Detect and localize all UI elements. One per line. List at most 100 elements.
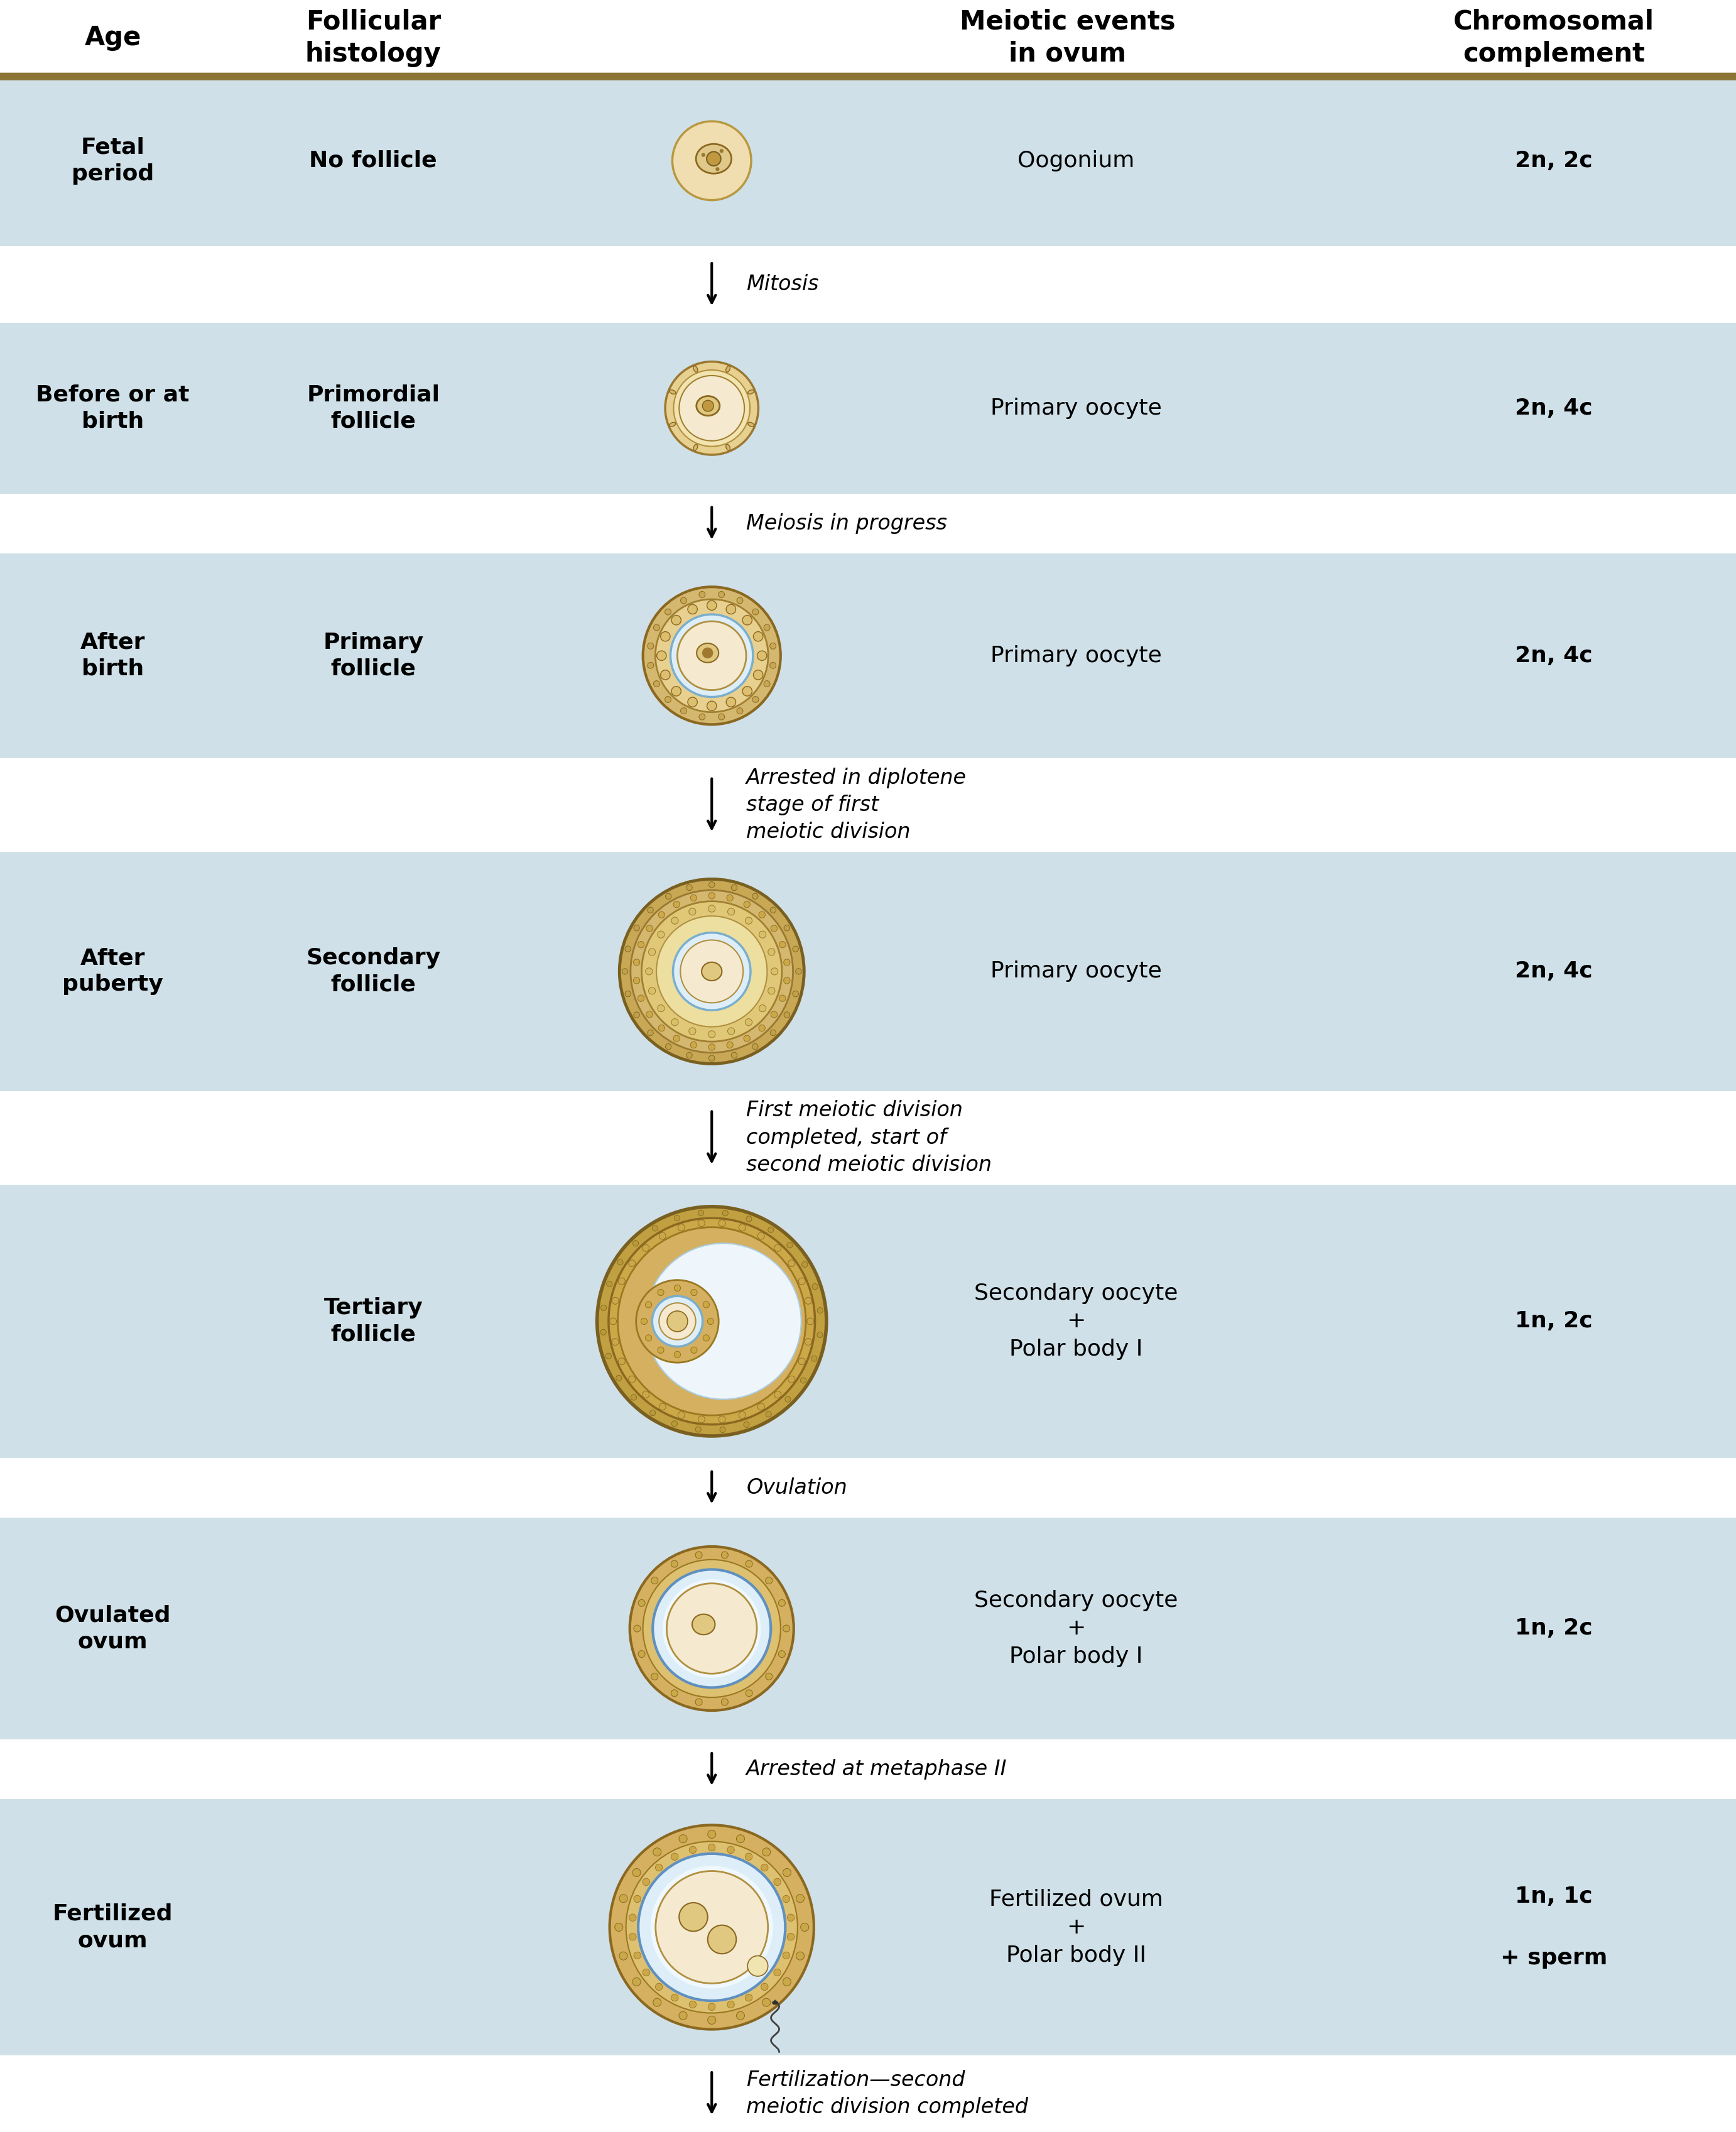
Circle shape [658,932,665,938]
Circle shape [630,891,793,1053]
Circle shape [672,1993,679,2002]
Circle shape [708,883,715,887]
Circle shape [788,1260,795,1266]
Circle shape [632,1868,641,1876]
Circle shape [609,1217,814,1424]
Circle shape [783,1868,792,1876]
Circle shape [774,1245,781,1251]
Circle shape [736,1836,745,1842]
Circle shape [785,925,790,932]
Circle shape [641,1318,648,1324]
Circle shape [727,895,733,902]
Circle shape [707,151,720,166]
Circle shape [752,1045,759,1049]
Circle shape [746,1215,752,1222]
Text: 1n, 2c: 1n, 2c [1516,1311,1592,1332]
Circle shape [646,968,653,974]
Circle shape [691,895,696,902]
Circle shape [634,959,641,966]
Circle shape [618,1277,625,1286]
Circle shape [767,949,774,955]
Circle shape [774,1392,781,1399]
Circle shape [793,991,799,998]
Circle shape [783,1895,790,1902]
Circle shape [696,1552,703,1558]
Circle shape [654,599,769,712]
Circle shape [642,1561,781,1697]
Circle shape [634,925,639,932]
Circle shape [653,1569,771,1689]
Circle shape [746,1561,752,1567]
Circle shape [743,902,750,908]
Circle shape [674,1215,681,1222]
Circle shape [677,620,746,691]
Circle shape [785,1013,790,1017]
Circle shape [769,663,776,669]
Circle shape [649,987,656,994]
Circle shape [656,1983,663,1991]
Circle shape [745,1853,752,1861]
Circle shape [778,1650,785,1657]
Circle shape [698,1416,705,1422]
Circle shape [708,2017,715,2023]
Circle shape [715,166,719,171]
Ellipse shape [726,367,731,373]
Bar [0,1458,1736,1518]
Circle shape [681,940,743,1002]
Bar [0,1799,1736,2055]
Circle shape [660,1403,667,1409]
Circle shape [767,987,774,994]
Circle shape [745,917,752,923]
Text: 1n, 2c: 1n, 2c [1516,1618,1592,1640]
Circle shape [752,893,759,900]
Circle shape [783,959,790,966]
Circle shape [649,949,656,955]
Circle shape [667,1584,757,1674]
Circle shape [759,912,766,919]
Circle shape [708,906,715,912]
Text: Ovulated
ovum: Ovulated ovum [56,1605,170,1652]
Circle shape [727,2002,734,2008]
Text: Chromosomal
complement: Chromosomal complement [1453,9,1654,68]
Circle shape [606,1354,611,1358]
Circle shape [740,1411,746,1418]
Circle shape [686,1053,693,1057]
Circle shape [783,976,790,983]
Circle shape [743,1422,750,1428]
Circle shape [793,947,799,951]
Circle shape [779,996,786,1002]
Circle shape [743,616,752,625]
Circle shape [719,591,724,597]
Circle shape [646,1243,802,1399]
Circle shape [625,947,630,951]
Circle shape [672,917,679,923]
Circle shape [727,1043,733,1049]
Circle shape [757,1403,764,1409]
Circle shape [726,605,736,614]
Circle shape [757,1232,764,1239]
Text: Primordial
follicle: Primordial follicle [307,384,439,433]
Circle shape [634,976,641,983]
Circle shape [719,149,724,154]
Circle shape [736,708,743,714]
Circle shape [753,669,764,680]
Circle shape [745,1993,752,2002]
Text: Meiosis in progress: Meiosis in progress [746,514,948,533]
Circle shape [630,1394,637,1401]
Circle shape [601,1330,606,1335]
Circle shape [679,2010,687,2019]
Circle shape [802,1262,807,1266]
Circle shape [806,1339,812,1345]
Text: Fetal
period: Fetal period [71,136,155,185]
Circle shape [653,625,660,631]
Circle shape [700,591,705,597]
Circle shape [670,614,753,697]
Circle shape [646,1335,651,1341]
Circle shape [767,1226,774,1232]
Circle shape [757,650,767,661]
Circle shape [651,1674,658,1680]
Circle shape [812,1283,818,1290]
Circle shape [811,1356,818,1362]
Circle shape [720,1552,727,1558]
Circle shape [653,1226,658,1230]
